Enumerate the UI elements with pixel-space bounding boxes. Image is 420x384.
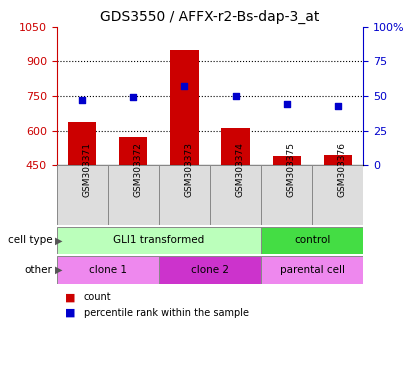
Text: GSM303373: GSM303373 [184, 142, 194, 197]
Point [284, 101, 290, 108]
Text: parental cell: parental cell [280, 265, 345, 275]
Text: ■: ■ [65, 292, 76, 302]
Point [181, 83, 188, 89]
FancyBboxPatch shape [210, 165, 261, 225]
Text: count: count [84, 292, 112, 302]
FancyBboxPatch shape [261, 256, 363, 284]
FancyBboxPatch shape [57, 256, 159, 284]
Text: other: other [25, 265, 52, 275]
FancyBboxPatch shape [57, 227, 261, 254]
Text: ▶: ▶ [55, 265, 62, 275]
Text: GSM303371: GSM303371 [82, 142, 91, 197]
Bar [119, 137, 147, 165]
Bar [68, 122, 96, 165]
Point [232, 93, 239, 99]
Text: clone 2: clone 2 [191, 265, 229, 275]
Text: GLI1 transformed: GLI1 transformed [113, 235, 205, 245]
FancyBboxPatch shape [261, 227, 363, 254]
Text: GSM303376: GSM303376 [338, 142, 347, 197]
Text: control: control [294, 235, 331, 245]
Point [130, 94, 137, 101]
Bar [273, 156, 301, 165]
Text: percentile rank within the sample: percentile rank within the sample [84, 308, 249, 318]
Text: cell type: cell type [8, 235, 52, 245]
FancyBboxPatch shape [159, 165, 210, 225]
Bar [171, 50, 199, 165]
Text: GSM303372: GSM303372 [134, 142, 142, 197]
Text: ■: ■ [65, 308, 76, 318]
FancyBboxPatch shape [159, 256, 261, 284]
Bar [221, 128, 249, 165]
Text: GSM303374: GSM303374 [236, 142, 244, 197]
Text: GSM303375: GSM303375 [286, 142, 296, 197]
FancyBboxPatch shape [108, 165, 159, 225]
Point [334, 103, 341, 109]
FancyBboxPatch shape [312, 165, 363, 225]
FancyBboxPatch shape [57, 165, 108, 225]
Bar [324, 155, 352, 165]
Text: ▶: ▶ [55, 235, 62, 245]
FancyBboxPatch shape [261, 165, 312, 225]
Point [79, 97, 86, 103]
Text: GDS3550 / AFFX-r2-Bs-dap-3_at: GDS3550 / AFFX-r2-Bs-dap-3_at [100, 10, 320, 24]
Text: clone 1: clone 1 [89, 265, 127, 275]
